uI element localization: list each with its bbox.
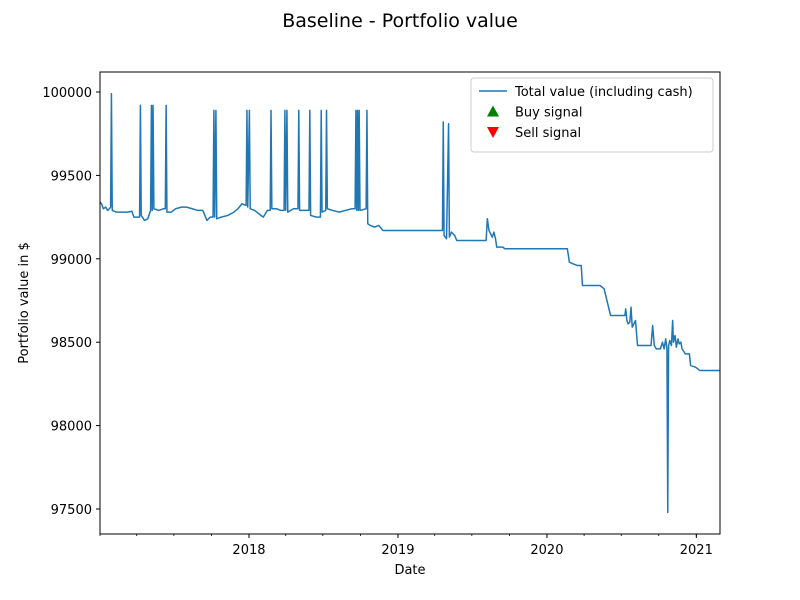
legend-entry-sell-signal-triangle-down-icon (487, 127, 499, 138)
legend: Total value (including cash) Buy signal Se… (470, 77, 714, 153)
y-tick-label: 99000 (51, 253, 92, 268)
series-line-0 (100, 92, 720, 514)
plot-layer (100, 92, 720, 514)
y-tick-label: 98500 (51, 336, 92, 351)
legend-box (470, 77, 714, 153)
y-tick-label: 100000 (42, 86, 92, 101)
chart-title: Baseline - Portfolio value (282, 10, 518, 32)
plot-frame (99, 71, 721, 535)
legend-entry-buy-signal-label: Buy signal (515, 106, 582, 121)
y-tick-label: 98000 (51, 420, 92, 435)
y-tick-label: 99500 (51, 169, 92, 184)
x-tick-label: 2020 (530, 543, 563, 558)
y-tick-label: 97500 (51, 503, 92, 518)
legend-entry-total-value-including-cash-label: Total value (including cash) (514, 85, 693, 100)
legend-entry-sell-signal-label: Sell signal (515, 126, 581, 141)
legend-entry-buy-signal-triangle-up-icon (487, 105, 499, 117)
axes-layer: 97500 98000 98500 99000 99500 100000 2018 2019 2… (42, 71, 721, 558)
x-tick-label: 2018 (232, 543, 265, 558)
x-tick-label: 2019 (381, 543, 414, 558)
x-axis-label: Date (394, 563, 425, 578)
y-axis-label: Portfolio value in $ (17, 242, 32, 364)
x-tick-label: 2021 (680, 543, 713, 558)
